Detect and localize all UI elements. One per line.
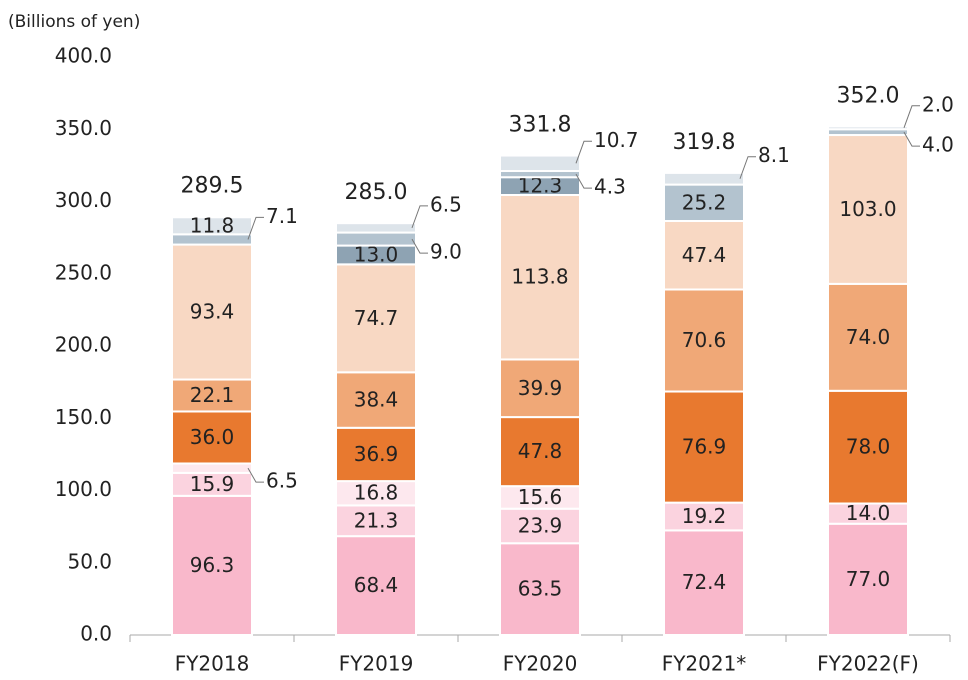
y-axis-label: (Billions of yen) [8,12,140,32]
data-label: 47.8 [518,439,563,463]
data-label: 6.5 [430,192,462,216]
data-label: 63.5 [518,577,563,601]
data-label: 47.4 [682,243,727,267]
bar-segment [171,462,253,474]
bar-segment [663,501,745,532]
data-label: 15.6 [518,485,563,509]
bar-segment [335,231,417,247]
total-label: 352.0 [837,83,900,108]
bar-segment [663,529,745,637]
total-label: 289.5 [181,174,244,199]
x-tick-label: FY2019 [339,652,414,676]
data-label: 38.4 [354,388,399,412]
x-tick-label: FY2018 [175,652,250,676]
data-label: 96.3 [190,553,235,577]
data-label: 8.1 [758,143,790,167]
data-label: 93.4 [190,300,235,324]
bar-segment [335,222,417,234]
data-label: 19.2 [682,504,727,528]
bar-segment [827,134,909,285]
leader-line [739,156,756,179]
bar-segment [827,522,909,636]
leader-line [903,131,920,147]
leader-line [411,238,428,254]
bar-segment [335,263,417,374]
data-label: 78.0 [846,435,891,459]
data-label: 23.9 [518,513,563,537]
bar-segment [335,504,417,538]
total-label: 331.8 [509,113,572,138]
data-label: 6.5 [266,469,298,493]
bar-segment [335,480,417,507]
bar-segment [171,494,253,636]
data-label: 10.7 [594,128,639,152]
total-label: 319.8 [673,130,736,155]
data-label: 72.4 [682,570,727,594]
data-label: 70.6 [682,328,727,352]
y-tick-label: 100.0 [55,477,112,501]
leader-line [247,467,264,483]
bar-segment [663,183,745,223]
bar-segment [499,154,581,173]
data-label: 74.7 [354,306,399,330]
data-label: 7.1 [266,204,298,228]
y-tick-label: 350.0 [55,116,112,140]
leader-line [575,173,592,189]
data-label: 16.8 [354,481,399,505]
y-tick-label: 0.0 [80,622,112,646]
bar-segment [499,507,581,545]
data-label: 76.9 [682,435,727,459]
data-label: 68.4 [354,573,399,597]
bar-segment [663,171,745,186]
data-label: 113.8 [511,265,568,289]
y-tick-label: 200.0 [55,333,112,357]
x-tick-label: FY2020 [503,652,578,676]
x-tick-label: FY2021* [662,652,747,676]
y-tick-label: 400.0 [55,44,112,68]
bar-segment [499,193,581,361]
bar-segment [335,371,417,429]
bar-segment [335,426,417,483]
bar-segment [827,282,909,392]
data-label: 2.0 [922,92,954,116]
data-label: 36.0 [190,425,235,449]
data-label: 11.8 [190,213,235,237]
data-label: 74.0 [846,325,891,349]
data-label: 9.0 [430,240,462,264]
data-label: 14.0 [846,501,891,525]
data-label: 103.0 [839,197,896,221]
total-label: 285.0 [345,180,408,205]
y-tick-label: 300.0 [55,188,112,212]
leader-line [575,140,592,164]
bar-segment [171,216,253,236]
x-tick-label: FY2022(F) [817,652,919,676]
bar-segment [171,378,253,413]
data-label: 36.9 [354,442,399,466]
data-label: 77.0 [846,567,891,591]
bar-segment [171,243,253,381]
data-label: 39.9 [518,376,563,400]
data-label: 4.0 [922,133,954,157]
leader-line [411,205,428,229]
y-tick-label: 50.0 [67,549,112,573]
data-label: 25.2 [682,190,727,214]
data-label: 22.1 [190,383,235,407]
bar-segment [827,125,909,131]
bar-segment [499,542,581,636]
bar-segment [499,358,581,419]
leader-line [903,105,920,128]
y-tick-label: 250.0 [55,260,112,284]
data-label: 15.9 [190,472,235,496]
leader-line [247,216,264,240]
data-label: 21.3 [354,508,399,532]
data-label: 4.3 [594,175,626,199]
bar-segment [663,390,745,504]
y-tick-label: 150.0 [55,405,112,429]
